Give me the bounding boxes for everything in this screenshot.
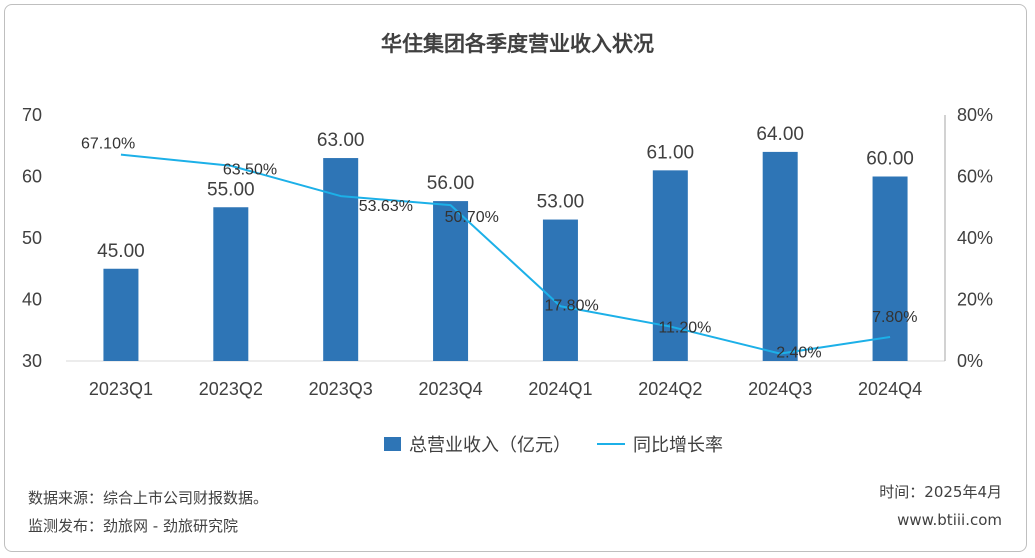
footer-left: 数据来源：综合上市公司财报数据。 监测发布：劲旅网 - 劲旅研究院: [28, 484, 268, 540]
y-left-tick-label: 40: [22, 290, 42, 310]
x-tick-label: 2023Q1: [89, 379, 153, 399]
y-right-tick-label: 60%: [957, 167, 993, 187]
y-left-tick-label: 30: [22, 351, 42, 371]
footer-source: 数据来源：综合上市公司财报数据。: [28, 489, 269, 507]
bar-value-label: 45.00: [97, 241, 145, 262]
bar: [542, 219, 578, 361]
x-tick-label: 2023Q2: [199, 379, 263, 399]
line-value-label: 2.40%: [776, 345, 821, 362]
line-value-label: 17.80%: [544, 297, 598, 314]
bar: [433, 201, 469, 361]
bar-value-label: 55.00: [207, 179, 255, 200]
legend-item-revenue: 总营业收入（亿元）: [384, 431, 571, 457]
footer-time: 时间：2025年4月: [879, 483, 1002, 501]
line-value-label: 53.63%: [359, 198, 413, 215]
bar-value-label: 60.00: [866, 149, 914, 170]
x-tick-label: 2024Q3: [748, 379, 812, 399]
chart-plot: 30 40 50 60 70 0% 20% 40% 60% 80% 45.00 2023Q1 55.00…: [22, 105, 993, 399]
legend-swatch-line: [597, 443, 625, 445]
y-right-tick-label: 20%: [957, 290, 993, 310]
chart-frame: [4, 4, 1027, 552]
bar: [872, 176, 908, 361]
legend-item-growth: 同比增长率: [597, 431, 723, 457]
bar: [213, 207, 249, 361]
x-tick-label: 2024Q2: [638, 379, 702, 399]
x-tick-label: 2023Q4: [419, 379, 483, 399]
bar-value-label: 53.00: [537, 192, 585, 213]
bar: [103, 268, 139, 361]
line-value-label: 7.80%: [872, 309, 917, 326]
bar-value-label: 63.00: [317, 130, 365, 151]
line-value-label: 11.20%: [658, 320, 711, 337]
x-tick-label: 2024Q1: [528, 379, 592, 399]
legend-swatch-bar: [384, 437, 401, 451]
y-left-tick-label: 50: [22, 228, 42, 248]
bar-value-label: 64.00: [756, 124, 804, 145]
y-right-tick-label: 80%: [957, 105, 993, 125]
chart-legend: 总营业收入（亿元） 同比增长率: [384, 431, 749, 457]
line-value-label: 50.70%: [445, 209, 499, 226]
bar: [323, 158, 359, 361]
y-left-tick-label: 60: [22, 167, 42, 187]
footer-site: www.btiii.com: [897, 511, 1002, 529]
growth-line: [120, 153, 891, 355]
y-right-tick-label: 0%: [957, 351, 983, 371]
footer-right: 时间：2025年4月 www.btiii.com: [879, 478, 1002, 534]
y-left-tick-label: 70: [22, 105, 42, 125]
x-tick-label: 2024Q4: [858, 379, 922, 399]
line-value-label: 67.10%: [81, 136, 135, 153]
bar-value-label: 56.00: [427, 173, 475, 194]
legend-label-revenue: 总营业收入（亿元）: [409, 435, 571, 456]
bar-value-label: 61.00: [647, 142, 695, 163]
chart-title: 华住集团各季度营业收入状况: [381, 32, 654, 56]
bar: [762, 151, 798, 361]
line-value-label: 63.50%: [223, 162, 277, 179]
footer-monitor: 监测发布：劲旅网 - 劲旅研究院: [28, 517, 238, 535]
x-tick-label: 2023Q3: [309, 379, 373, 399]
y-right-tick-label: 40%: [957, 228, 993, 248]
legend-label-growth: 同比增长率: [633, 435, 723, 456]
